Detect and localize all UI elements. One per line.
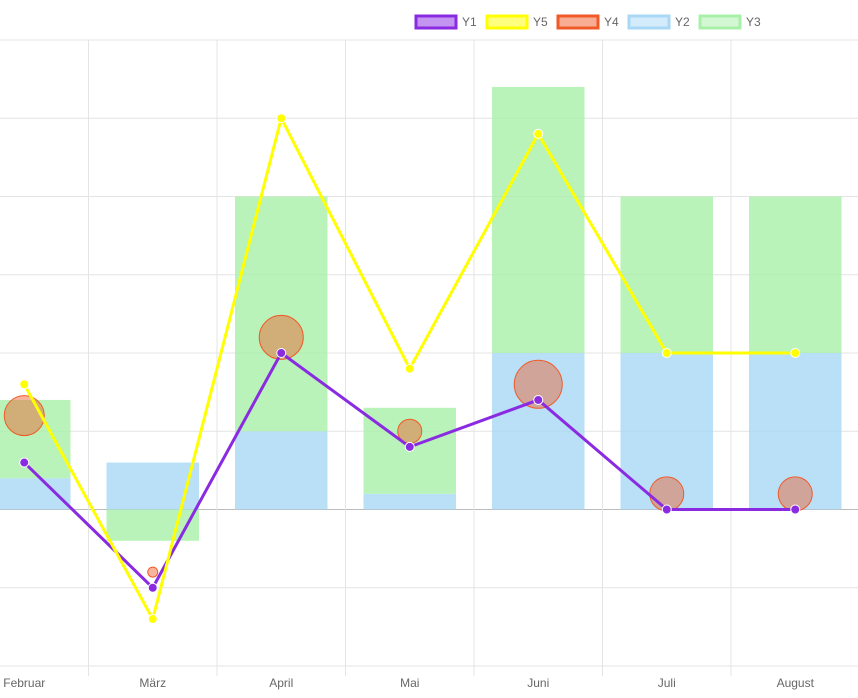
line-point — [533, 394, 544, 405]
line-point — [19, 379, 30, 390]
line-point — [19, 457, 30, 468]
x-tick-label: März — [139, 676, 166, 690]
x-tick-label: April — [269, 676, 293, 690]
bar — [106, 462, 200, 510]
x-tick-label: Februar — [3, 676, 45, 690]
bar — [620, 196, 714, 353]
bar — [0, 399, 71, 479]
line-point — [533, 128, 544, 139]
bar — [0, 478, 71, 510]
line-point — [790, 348, 801, 358]
bar — [748, 196, 842, 353]
x-tick-label: Juli — [658, 676, 676, 690]
legend-swatch — [485, 14, 529, 30]
bubble — [513, 359, 563, 409]
legend-label: Y4 — [604, 15, 619, 29]
bubble — [147, 566, 159, 578]
legend-label: Y5 — [533, 15, 548, 29]
line-point — [147, 614, 158, 625]
legend-label: Y3 — [746, 15, 761, 29]
line-point — [276, 113, 287, 124]
x-tick-label: Mai — [400, 676, 419, 690]
bubble — [258, 314, 304, 360]
line-point — [790, 504, 801, 515]
x-tick-label: August — [777, 676, 815, 690]
line-point — [661, 348, 672, 358]
legend-swatch — [556, 14, 600, 30]
bar — [491, 353, 585, 510]
bar — [748, 353, 842, 510]
legend-swatch — [414, 14, 458, 30]
line-point — [147, 582, 158, 593]
bar — [491, 86, 585, 353]
x-tick-label: Juni — [527, 676, 549, 690]
bar — [234, 431, 328, 510]
line-point — [276, 348, 287, 358]
legend-label: Y2 — [675, 15, 690, 29]
line-point — [404, 441, 415, 452]
legend-swatch — [698, 14, 742, 30]
line-point — [661, 504, 672, 515]
bar — [363, 493, 457, 510]
legend-swatch — [627, 14, 671, 30]
bar — [106, 509, 200, 541]
line-point — [404, 363, 415, 374]
bar — [234, 196, 328, 432]
bubble — [3, 395, 45, 437]
legend-label: Y1 — [462, 15, 477, 29]
